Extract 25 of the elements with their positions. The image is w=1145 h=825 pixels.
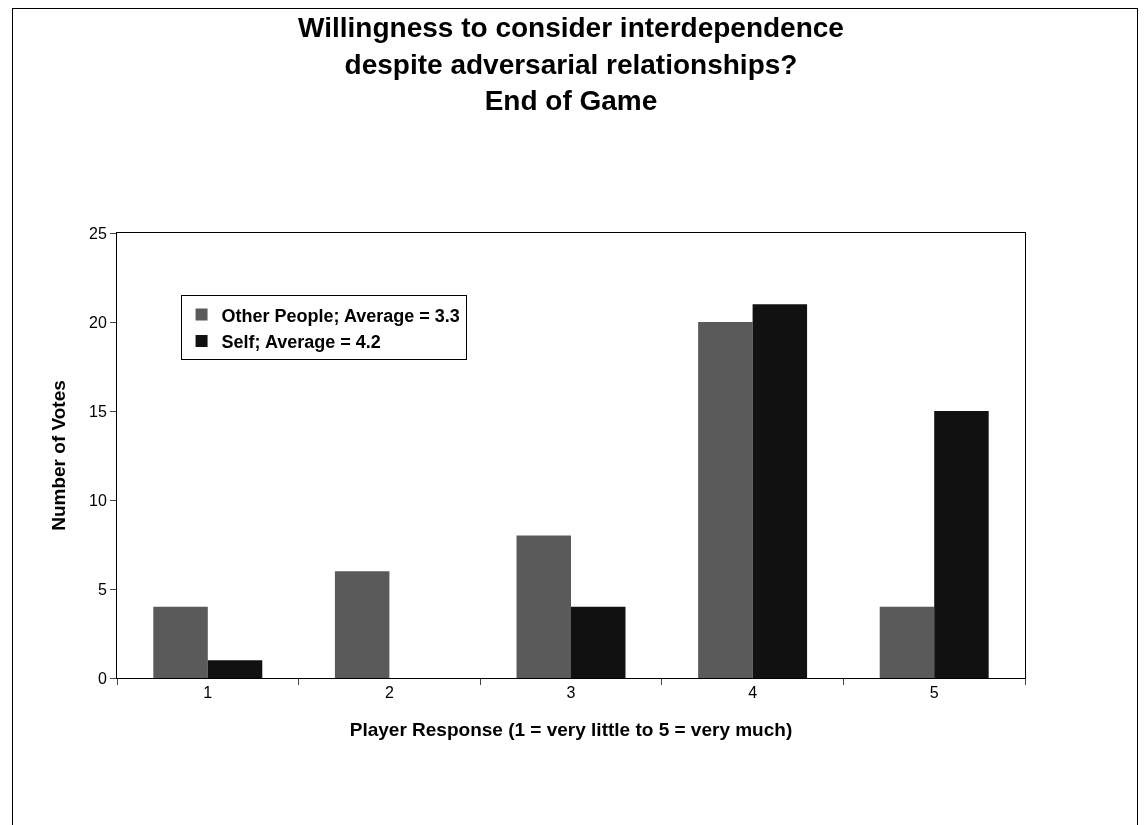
bar (516, 535, 571, 678)
y-tick-label: 0 (97, 669, 107, 687)
bar (934, 411, 989, 678)
legend-label: Other People; Average = 3.3 (221, 305, 460, 326)
y-tick-label: 25 (89, 224, 107, 242)
bar (752, 304, 808, 678)
y-tick-label: 15 (89, 402, 107, 420)
x-tick-label: 4 (748, 684, 758, 702)
y-axis-title: Number of Votes (47, 380, 69, 531)
bar (334, 571, 390, 678)
bar (571, 606, 626, 678)
x-tick-label: 2 (384, 684, 394, 702)
y-tick-label: 20 (89, 313, 107, 331)
legend-label: Self; Average = 4.2 (221, 331, 381, 352)
x-tick-label: 3 (566, 684, 576, 702)
x-tick-label: 1 (203, 684, 213, 702)
bar (698, 322, 753, 678)
x-axis-title: Player Response (1 = very little to 5 = very much) (349, 719, 793, 740)
chart-title: Willingness to consider interdependence despite adversarial relationships? End of Game (298, 12, 844, 116)
bar (207, 660, 263, 678)
bar (879, 606, 935, 678)
bar (153, 606, 208, 678)
y-tick-label: 5 (97, 580, 107, 598)
x-tick-label: 5 (929, 684, 939, 702)
y-tick-label: 10 (89, 491, 107, 509)
